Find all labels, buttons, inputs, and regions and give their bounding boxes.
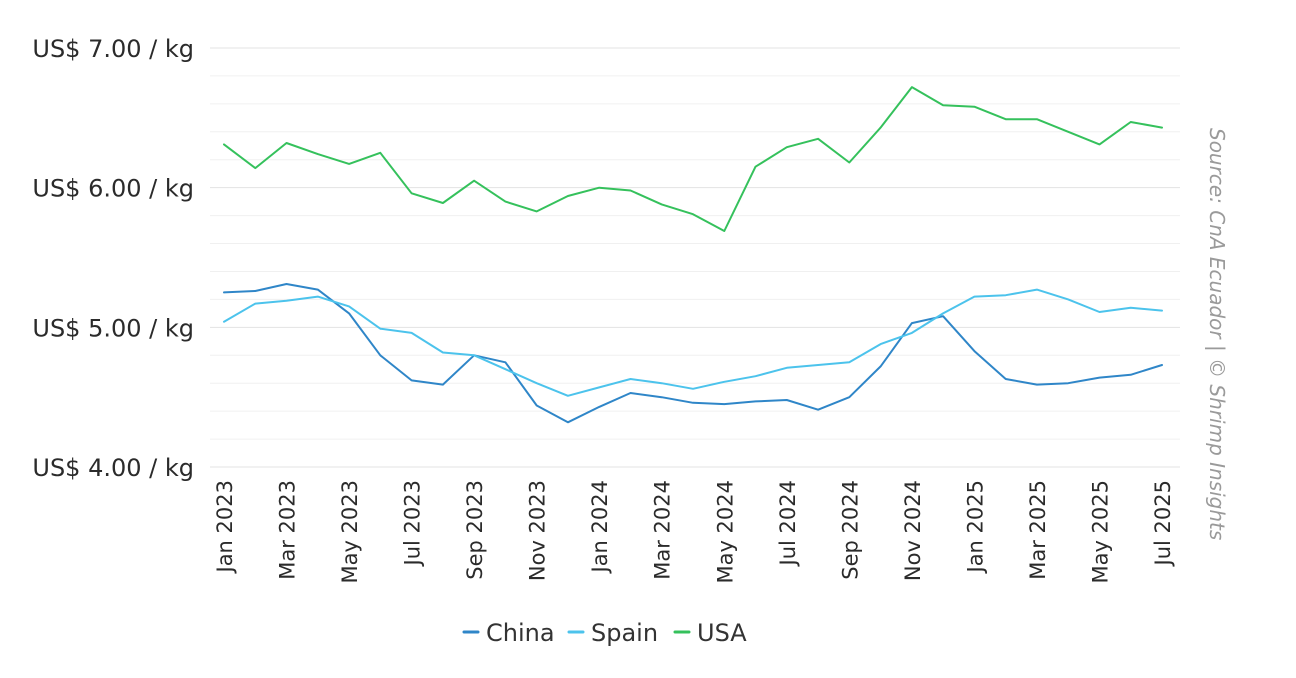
x-tick-label: Mar 2025 xyxy=(1026,480,1050,580)
x-tick-label: May 2025 xyxy=(1088,480,1112,584)
legend-item-china[interactable]: China xyxy=(486,619,555,647)
x-tick-label: Jan 2024 xyxy=(588,480,612,575)
x-tick-label: Sep 2024 xyxy=(838,480,862,580)
source-credit: Source: CnA Ecuador | © Shrimp Insights xyxy=(1205,128,1229,540)
y-tick-label: US$ 5.00 / kg xyxy=(32,314,194,342)
x-tick-label: May 2023 xyxy=(338,480,362,584)
series-lines xyxy=(223,86,1163,424)
x-tick-label: May 2024 xyxy=(713,480,737,584)
y-tick-label: US$ 6.00 / kg xyxy=(32,175,194,203)
x-tick-label: Jul 2025 xyxy=(1151,480,1175,567)
x-tick-label: Mar 2024 xyxy=(651,480,675,580)
x-tick-label: Jan 2023 xyxy=(213,480,237,575)
y-tick-label: US$ 7.00 / kg xyxy=(32,35,194,63)
series-line-usa xyxy=(223,86,1163,232)
legend-item-usa[interactable]: USA xyxy=(697,619,747,647)
legend: China Spain USA xyxy=(462,619,747,647)
x-tick-label: Nov 2023 xyxy=(526,480,550,581)
x-tick-label: Jan 2025 xyxy=(963,480,987,575)
x-tick-label: Nov 2024 xyxy=(901,480,925,581)
series-line-china xyxy=(223,283,1163,424)
series-line-spain xyxy=(223,288,1163,397)
y-axis: US$ 4.00 / kg US$ 5.00 / kg US$ 6.00 / kg U… xyxy=(32,35,194,482)
x-tick-label: Jul 2024 xyxy=(776,480,800,567)
legend-item-spain[interactable]: Spain xyxy=(591,619,658,647)
x-axis: Jan 2023 Mar 2023 May 2023 Jul 2023 Sep 2023… xyxy=(213,480,1175,584)
y-tick-label: US$ 4.00 / kg xyxy=(32,454,194,482)
x-tick-label: Sep 2023 xyxy=(463,480,487,580)
gridlines xyxy=(210,47,1180,468)
x-tick-label: Jul 2023 xyxy=(401,480,425,567)
x-tick-label: Mar 2023 xyxy=(276,480,300,580)
